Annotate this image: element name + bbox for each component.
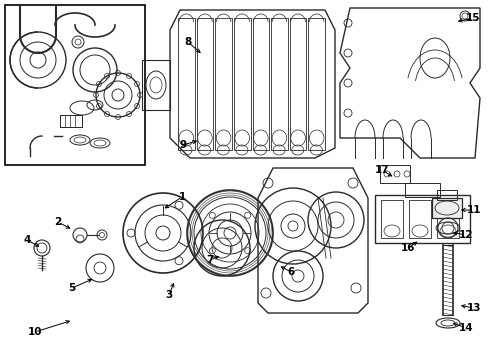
- Bar: [432, 198, 462, 218]
- Bar: [142, 60, 170, 110]
- Text: 9: 9: [179, 140, 187, 150]
- Text: 11: 11: [467, 205, 481, 215]
- Text: 13: 13: [467, 303, 481, 313]
- Text: 2: 2: [54, 217, 62, 227]
- Text: 10: 10: [28, 327, 42, 337]
- Text: 1: 1: [178, 192, 186, 202]
- Bar: [234, 18, 250, 150]
- Bar: [60, 115, 82, 127]
- Bar: [178, 18, 195, 150]
- Text: 15: 15: [466, 13, 480, 23]
- Bar: [437, 190, 457, 200]
- Bar: [409, 200, 431, 238]
- Bar: [375, 195, 470, 243]
- Text: 3: 3: [166, 290, 172, 300]
- Bar: [196, 18, 213, 150]
- Text: 14: 14: [459, 323, 473, 333]
- Text: 12: 12: [459, 230, 473, 240]
- Bar: [308, 18, 325, 150]
- Bar: [271, 18, 288, 150]
- Bar: [437, 200, 459, 238]
- Text: 17: 17: [375, 165, 390, 175]
- Text: 6: 6: [287, 267, 294, 277]
- Text: 5: 5: [69, 283, 75, 293]
- Bar: [252, 18, 269, 150]
- Bar: [5, 5, 145, 165]
- Bar: [405, 183, 440, 197]
- Bar: [290, 18, 306, 150]
- Bar: [380, 165, 410, 183]
- Bar: [215, 18, 232, 150]
- Bar: [381, 200, 403, 238]
- Text: 16: 16: [401, 243, 415, 253]
- Text: 8: 8: [184, 37, 192, 47]
- Text: 7: 7: [206, 255, 214, 265]
- Text: 4: 4: [24, 235, 31, 245]
- Bar: [60, 115, 82, 127]
